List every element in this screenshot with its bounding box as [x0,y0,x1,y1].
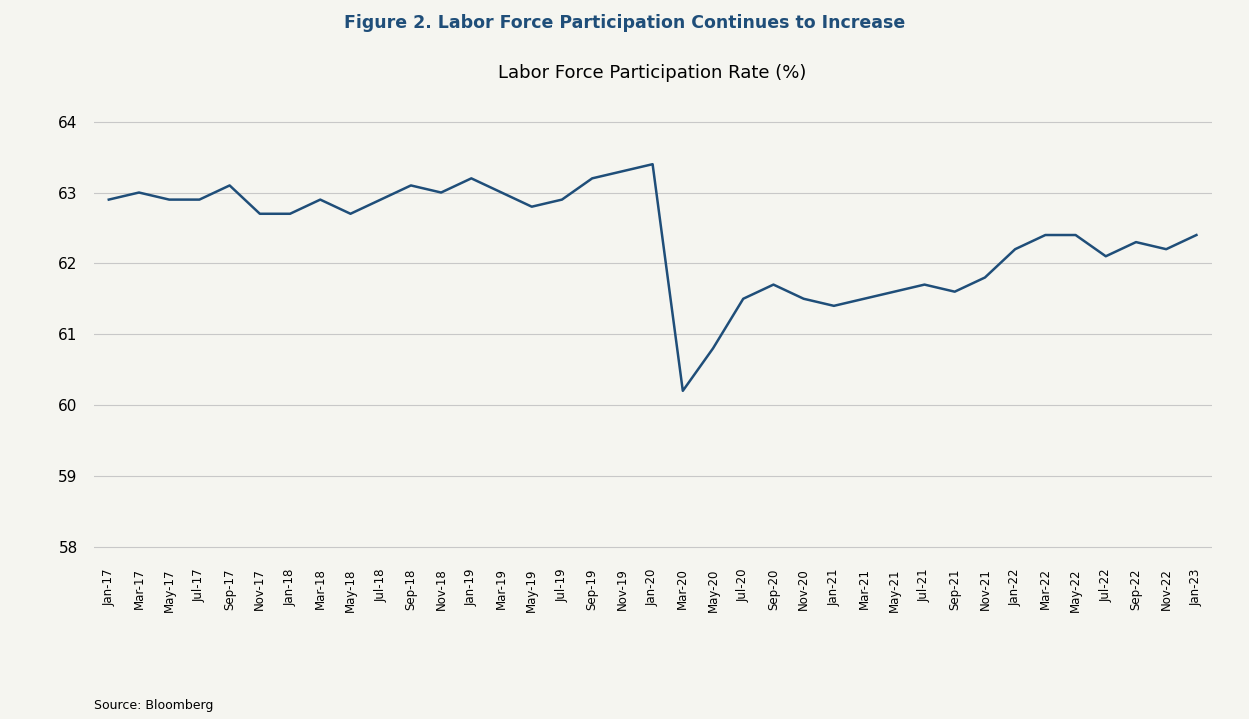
Title: Labor Force Participation Rate (%): Labor Force Participation Rate (%) [498,64,807,82]
Text: Figure 2. Labor Force Participation Continues to Increase: Figure 2. Labor Force Participation Cont… [343,14,906,32]
Text: Source: Bloomberg: Source: Bloomberg [94,699,214,712]
